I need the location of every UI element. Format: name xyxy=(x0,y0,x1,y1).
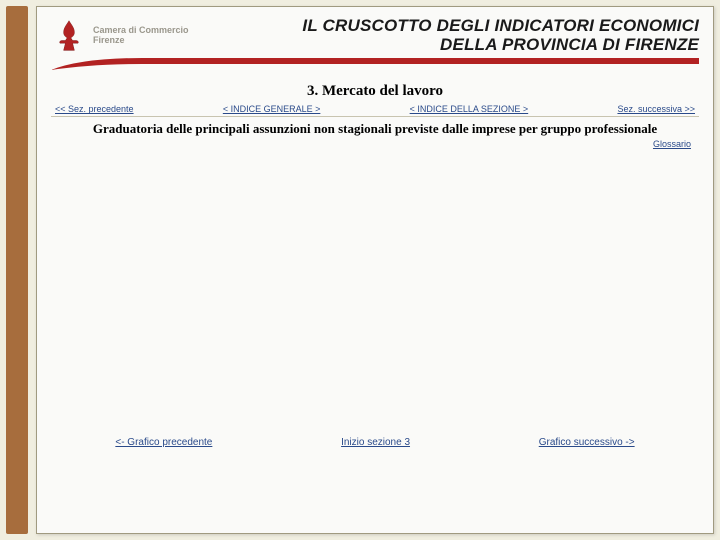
glossario-link-row: Glossario xyxy=(51,139,699,149)
footer-next-chart[interactable]: Grafico successivo -> xyxy=(539,437,635,448)
content-area xyxy=(51,149,699,429)
logo-block: Camera di Commercio Firenze xyxy=(51,18,189,54)
main-title-line2: DELLA PROVINCIA DI FIRENZE xyxy=(199,36,699,55)
nav-next-section[interactable]: Sez. successiva >> xyxy=(617,104,695,114)
outer-container: Camera di Commercio Firenze IL CRUSCOTTO… xyxy=(0,0,720,540)
nav-index-general[interactable]: < INDICE GENERALE > xyxy=(223,104,321,114)
glossario-link[interactable]: Glossario xyxy=(653,139,691,149)
page-subtitle: Graduatoria delle principali assunzioni … xyxy=(51,121,699,137)
header: Camera di Commercio Firenze IL CRUSCOTTO… xyxy=(51,17,699,54)
main-title-line1: IL CRUSCOTTO DEGLI INDICATORI ECONOMICI xyxy=(199,17,699,36)
accent-strip xyxy=(6,6,28,534)
footer-prev-chart[interactable]: <- Grafico precedente xyxy=(115,437,212,448)
top-nav-row: << Sez. precedente < INDICE GENERALE > <… xyxy=(51,102,699,117)
logo-line2: Firenze xyxy=(93,36,189,46)
nav-prev-section[interactable]: << Sez. precedente xyxy=(55,104,134,114)
logo-text: Camera di Commercio Firenze xyxy=(93,26,189,46)
header-underline-swoosh xyxy=(51,56,699,72)
page-card: Camera di Commercio Firenze IL CRUSCOTTO… xyxy=(36,6,714,534)
footer-start-section[interactable]: Inizio sezione 3 xyxy=(341,437,410,448)
nav-index-section[interactable]: < INDICE DELLA SEZIONE > xyxy=(410,104,529,114)
title-block: IL CRUSCOTTO DEGLI INDICATORI ECONOMICI … xyxy=(199,17,699,54)
fleur-de-lis-icon xyxy=(51,18,87,54)
footer-nav-row: <- Grafico precedente Inizio sezione 3 G… xyxy=(51,437,699,448)
section-title: 3. Mercato del lavoro xyxy=(51,83,699,100)
